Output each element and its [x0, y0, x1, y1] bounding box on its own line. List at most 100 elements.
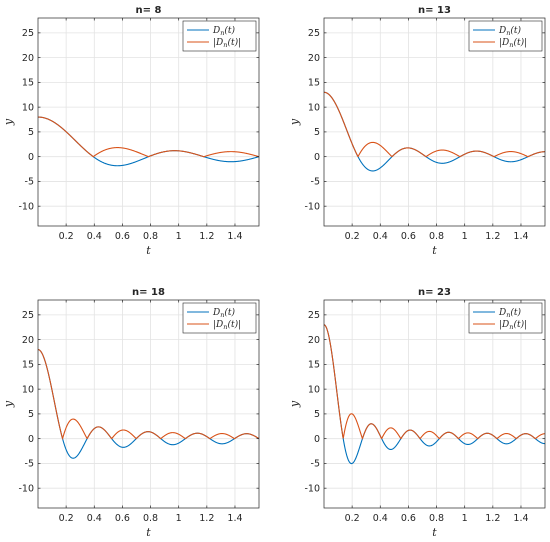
x-tick-label: 0.6 [115, 231, 130, 242]
x-tick-label: 0.2 [345, 513, 360, 524]
x-tick-label: 1.2 [485, 231, 500, 242]
y-tick-label: 10 [22, 384, 34, 395]
plot-area [324, 18, 545, 226]
y-tick-label: 25 [22, 28, 34, 39]
x-tick-label: 0.8 [143, 513, 158, 524]
x-tick-label: 0.4 [373, 513, 388, 524]
x-tick-label: 0.8 [429, 231, 444, 242]
legend-entry: |Dn(t)| [213, 37, 241, 49]
plot-area [38, 300, 259, 508]
y-tick-label: 0 [314, 434, 320, 445]
series-line-dn [324, 91, 545, 172]
chart-panel-3: 0.2 0.4 0.6 0.8 1 1.2 1.4 -10 -5 0 5 10 15 20 25 n= 18 t… [2, 287, 260, 539]
y-tick-label: 10 [22, 102, 34, 113]
legend-box [182, 302, 257, 334]
y-tick-label: 0 [314, 152, 320, 163]
y-tick-label: 20 [308, 53, 320, 64]
chart-title: n= 18 [132, 287, 165, 298]
y-tick-label: -10 [18, 201, 34, 212]
legend-box [182, 20, 257, 52]
x-tick-label: 1.4 [513, 231, 528, 242]
axes-box [37, 17, 260, 227]
y-tick-label: 25 [22, 310, 34, 321]
x-tick-label: 1 [176, 513, 182, 524]
x-tick-label: 0.4 [87, 231, 102, 242]
chart-panel-2: 0.2 0.4 0.6 0.8 1 1.2 1.4 -10 -5 0 5 10 15 20 25 n= 13 t… [288, 5, 546, 257]
legend: Dn(t)|Dn(t)| [468, 302, 543, 334]
x-tick-label: 1.2 [199, 513, 214, 524]
x-tick-label: 0.2 [59, 231, 74, 242]
y-axis-label: y [2, 400, 15, 408]
y-tick-label: 20 [22, 335, 34, 346]
legend-entry: Dn(t) [498, 307, 522, 319]
x-tick-label: 0.2 [59, 513, 74, 524]
x-tick-label: 0.8 [429, 513, 444, 524]
y-tick-label: 5 [314, 127, 320, 138]
legend-box [468, 302, 543, 334]
series-line-abs-dn [38, 116, 259, 158]
y-tick-label: 25 [308, 310, 320, 321]
y-tick-label: 10 [308, 102, 320, 113]
legend-entry: Dn(t) [212, 25, 236, 37]
y-tick-label: 10 [308, 384, 320, 395]
y-axis-label: y [2, 118, 15, 126]
legend: Dn(t)|Dn(t)| [468, 20, 543, 52]
axes-box [323, 17, 546, 227]
x-axis-label: t [432, 244, 437, 257]
x-tick-label: 1 [176, 231, 182, 242]
x-tick-label: 1 [462, 513, 468, 524]
x-tick-label: 1.4 [227, 231, 242, 242]
chart-panel-4: 0.2 0.4 0.6 0.8 1 1.2 1.4 -10 -5 0 5 10 15 20 25 n= 23 t… [288, 287, 546, 539]
x-axis-label: t [146, 526, 151, 539]
x-tick-label: 0.4 [87, 513, 102, 524]
legend-entry: Dn(t) [212, 307, 236, 319]
series-line-abs-dn [38, 348, 259, 440]
y-tick-label: -5 [25, 459, 34, 470]
y-tick-label: 20 [22, 53, 34, 64]
series-line-dn [324, 324, 545, 465]
y-tick-label: 0 [28, 434, 34, 445]
legend-entry: Dn(t) [498, 25, 522, 37]
axes-box [37, 299, 260, 509]
x-tick-label: 0.8 [143, 231, 158, 242]
chart-title: n= 8 [136, 5, 162, 16]
y-tick-label: 0 [28, 152, 34, 163]
y-axis-label: y [288, 400, 301, 408]
x-tick-label: 1 [462, 231, 468, 242]
x-tick-label: 0.4 [373, 231, 388, 242]
legend-entry: |Dn(t)| [499, 319, 527, 331]
y-tick-label: -10 [304, 483, 320, 494]
chart-title: n= 23 [418, 287, 451, 298]
legend-entry: |Dn(t)| [213, 319, 241, 331]
axes-box [323, 299, 546, 509]
y-tick-label: 15 [22, 78, 34, 89]
x-tick-label: 0.6 [115, 513, 130, 524]
legend: Dn(t)|Dn(t)| [182, 302, 257, 334]
x-tick-label: 1.2 [199, 231, 214, 242]
x-axis-label: t [146, 244, 151, 257]
y-tick-label: 15 [308, 360, 320, 371]
chart-title: n= 13 [418, 5, 451, 16]
legend: Dn(t)|Dn(t)| [182, 20, 257, 52]
y-tick-label: -5 [25, 177, 34, 188]
plot-area [38, 18, 259, 226]
x-tick-label: 1.4 [513, 513, 528, 524]
series-line-abs-dn [324, 91, 545, 158]
legend-box [468, 20, 543, 52]
x-tick-label: 0.6 [401, 513, 416, 524]
y-tick-label: 5 [314, 409, 320, 420]
x-tick-label: 0.6 [401, 231, 416, 242]
plot-area [324, 300, 545, 508]
y-tick-label: 25 [308, 28, 320, 39]
x-tick-label: 0.2 [345, 231, 360, 242]
y-tick-label: -5 [311, 177, 320, 188]
y-tick-label: 15 [308, 78, 320, 89]
y-tick-label: 20 [308, 335, 320, 346]
x-tick-label: 1.4 [227, 513, 242, 524]
x-tick-label: 1.2 [485, 513, 500, 524]
legend-entry: |Dn(t)| [499, 37, 527, 49]
x-axis-label: t [432, 526, 437, 539]
y-tick-label: -5 [311, 459, 320, 470]
y-tick-label: -10 [18, 483, 34, 494]
